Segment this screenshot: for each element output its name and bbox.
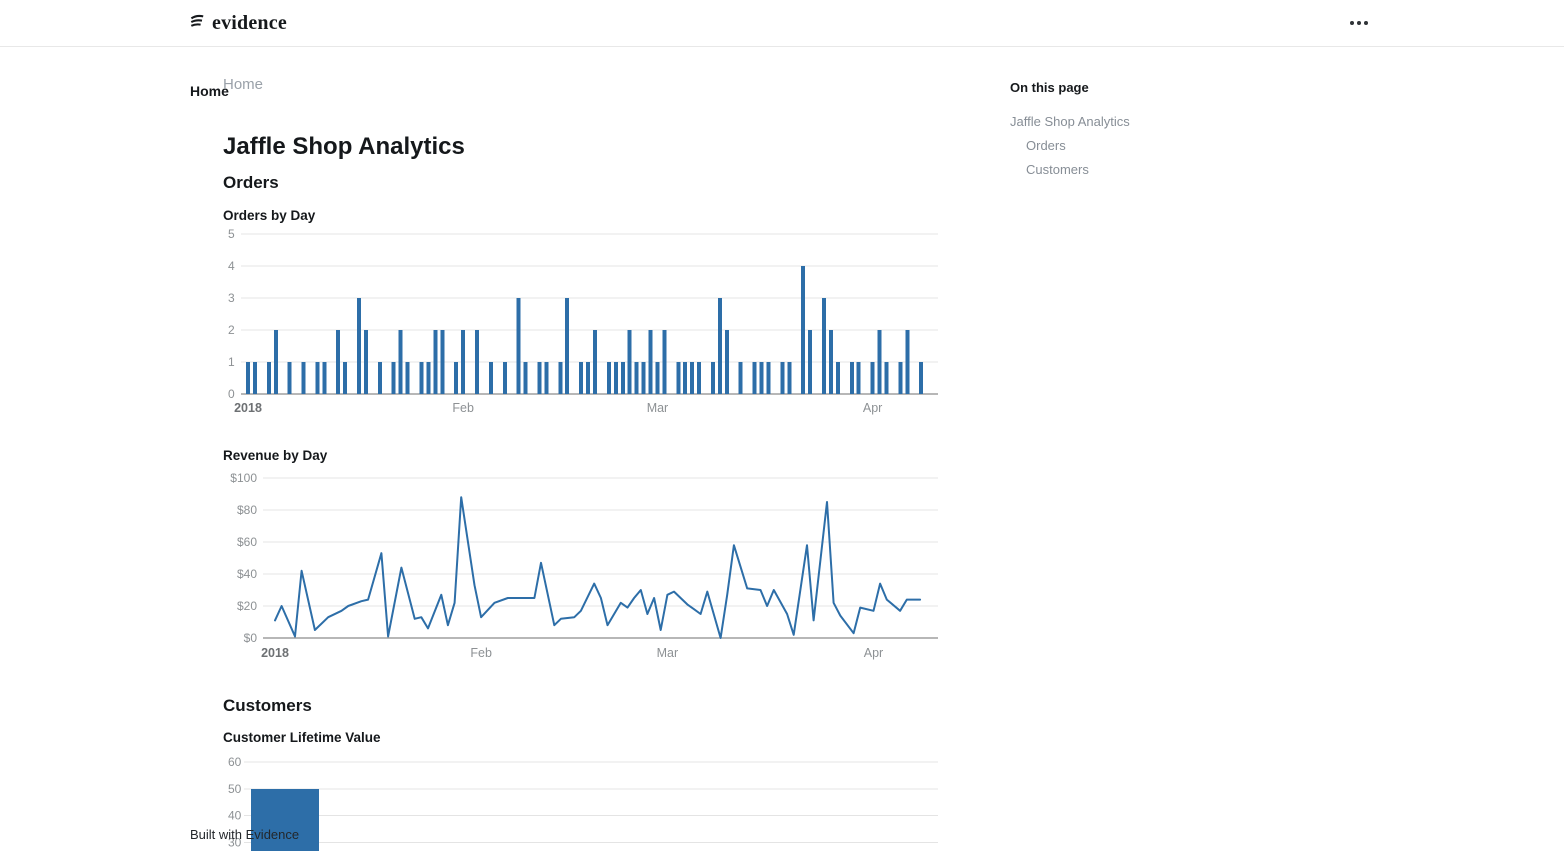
sidebar-item-home[interactable]: Home (190, 83, 229, 99)
svg-text:2018: 2018 (234, 401, 262, 415)
toc-link-customers[interactable]: Customers (1026, 162, 1089, 177)
main-content: Home Jaffle Shop Analytics Orders Orders… (223, 47, 938, 851)
evidence-logo-icon (189, 13, 206, 35)
svg-text:$100: $100 (230, 471, 257, 485)
dot-icon (1357, 21, 1361, 25)
svg-text:0: 0 (228, 387, 235, 401)
toc-link-jaffle-shop-analytics[interactable]: Jaffle Shop Analytics (1010, 114, 1130, 129)
svg-text:5: 5 (228, 228, 235, 241)
svg-text:30: 30 (228, 836, 242, 850)
section-heading-customers: Customers (223, 696, 312, 715)
svg-text:$40: $40 (237, 567, 257, 581)
orders-by-day-chart: 0 1 2 3 4 5 2018 Feb Mar Apr (223, 228, 938, 416)
page-title: Jaffle Shop Analytics (223, 133, 465, 160)
svg-text:2: 2 (228, 323, 235, 337)
svg-text:$0: $0 (244, 631, 258, 645)
svg-text:3: 3 (228, 291, 235, 305)
svg-text:$60: $60 (237, 535, 257, 549)
evidence-logo[interactable]: evidence (189, 12, 287, 35)
svg-text:Apr: Apr (863, 401, 882, 415)
built-with-evidence-link[interactable]: Built with Evidence (190, 827, 300, 842)
toc-heading: On this page (1010, 80, 1089, 95)
svg-text:Feb: Feb (452, 401, 474, 415)
top-header: evidence (0, 0, 1564, 47)
toc-link-orders[interactable]: Orders (1026, 138, 1066, 153)
dot-icon (1350, 21, 1354, 25)
customer-lifetime-value-chart: 60 50 40 30 (223, 749, 938, 851)
chart-title-orders-by-day: Orders by Day (223, 208, 316, 223)
on-this-page-panel: On this page Jaffle Shop Analytics Order… (1010, 47, 1210, 851)
chart-title-revenue-by-day: Revenue by Day (223, 448, 328, 463)
svg-text:$20: $20 (237, 599, 257, 613)
overflow-menu-button[interactable] (1344, 10, 1374, 36)
page-layout: Home Home Jaffle Shop Analytics Orders O… (0, 47, 1564, 851)
svg-text:4: 4 (228, 259, 235, 273)
svg-text:60: 60 (228, 755, 242, 769)
dot-icon (1364, 21, 1368, 25)
breadcrumb[interactable]: Home (223, 76, 264, 93)
svg-text:50: 50 (228, 782, 242, 796)
svg-text:2018: 2018 (261, 646, 289, 660)
svg-text:1: 1 (228, 355, 235, 369)
revenue-by-day-chart: $0 $20 $40 $60 $80 $100 2018 Feb Mar Apr (223, 466, 938, 662)
section-heading-orders: Orders (223, 173, 279, 192)
chart-title-customer-lifetime-value: Customer Lifetime Value (223, 730, 381, 745)
svg-text:Apr: Apr (864, 646, 883, 660)
toc-list: Jaffle Shop Analytics Orders Customers (1010, 110, 1210, 182)
svg-text:Feb: Feb (470, 646, 492, 660)
left-sidebar: Home (0, 47, 229, 851)
svg-text:40: 40 (228, 809, 242, 823)
svg-text:Mar: Mar (647, 401, 669, 415)
evidence-logo-text: evidence (212, 12, 287, 34)
svg-text:$80: $80 (237, 503, 257, 517)
svg-text:Mar: Mar (657, 646, 679, 660)
